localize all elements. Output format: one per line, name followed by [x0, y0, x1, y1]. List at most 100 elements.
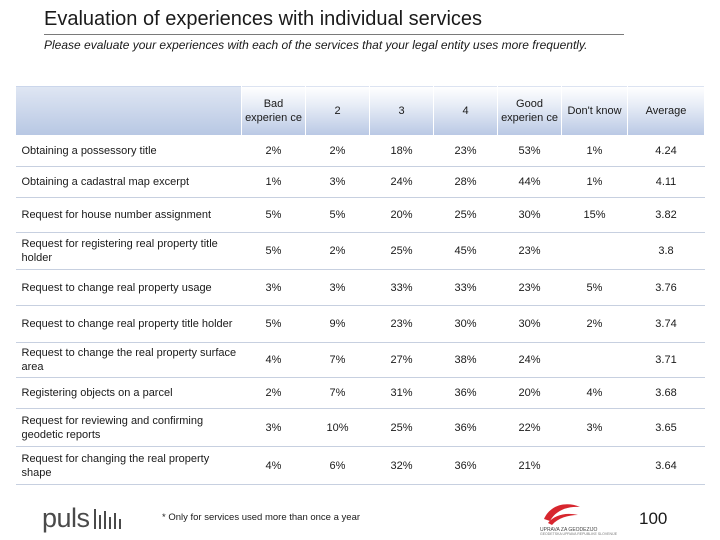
table-row: Request to change the real property surf… [15, 342, 705, 378]
cell-rating-3: 33% [369, 269, 434, 306]
header-3: 3 [369, 85, 434, 136]
cell-bad-experience: 4% [241, 446, 306, 485]
table-header-row: Bad experien ce 2 3 4 Good experien ce D… [15, 85, 705, 136]
cell-rating-4: 45% [433, 232, 498, 270]
cell-rating-3: 18% [369, 135, 434, 167]
cell-average: 3.71 [627, 342, 705, 378]
table-row: Obtaining a cadastral map excerpt 1% 3% 24%… [15, 166, 705, 198]
header-good-experience: Good experien ce [497, 85, 562, 136]
cell-dont-know: 5% [561, 269, 628, 306]
cell-bad-experience: 3% [241, 408, 306, 447]
geodetic-logo-subcaption: GEODETSKA UPRAVA REPUBLIKE SLOVENIJE [540, 532, 618, 536]
cell-rating-2: 3% [305, 166, 370, 198]
cell-average: 3.64 [627, 446, 705, 485]
cell-rating-4: 23% [433, 135, 498, 167]
cell-good-experience: 23% [497, 232, 562, 270]
cell-good-experience: 24% [497, 342, 562, 378]
cell-rating-4: 36% [433, 408, 498, 447]
cell-average: 4.11 [627, 166, 705, 198]
cell-average: 4.24 [627, 135, 705, 167]
cell-bad-experience: 5% [241, 197, 306, 233]
header-bad-experience: Bad experien ce [241, 85, 306, 136]
cell-bad-experience: 5% [241, 305, 306, 343]
cell-bad-experience: 3% [241, 269, 306, 306]
footnote: * Only for services used more than once … [162, 512, 361, 523]
cell-good-experience: 23% [497, 269, 562, 306]
cell-rating-4: 36% [433, 446, 498, 485]
cell-rating-3: 31% [369, 377, 434, 409]
service-label: Request for house number assignment [15, 197, 242, 233]
header-2: 2 [305, 85, 370, 136]
header-dont-know: Don't know [561, 85, 628, 136]
cell-dont-know: 3% [561, 408, 628, 447]
cell-dont-know: 1% [561, 166, 628, 198]
table-row: Request for changing the real property s… [15, 446, 705, 485]
cell-dont-know: 4% [561, 377, 628, 409]
cell-dont-know [561, 342, 628, 378]
table-row: Registering objects on a parcel 2% 7% 31% 36… [15, 377, 705, 409]
cell-rating-2: 5% [305, 197, 370, 233]
cell-rating-4: 36% [433, 377, 498, 409]
geodetic-administration-logo: UPRAVA ZA GEODEZIJO GEODETSKA UPRAVA REP… [540, 497, 617, 537]
cell-rating-2: 3% [305, 269, 370, 306]
cell-rating-2: 7% [305, 377, 370, 409]
service-label: Registering objects on a parcel [15, 377, 242, 409]
table-row: Obtaining a possessory title 2% 2% 18% 23% 53… [15, 135, 705, 167]
geodetic-logo-caption: UPRAVA ZA GEODEZIJO [540, 527, 598, 533]
cell-average: 3.65 [627, 408, 705, 447]
cell-rating-2: 9% [305, 305, 370, 343]
page-number: 100 [639, 509, 668, 528]
cell-bad-experience: 4% [241, 342, 306, 378]
header-average: Average [627, 85, 705, 136]
cell-average: 3.8 [627, 232, 705, 270]
services-evaluation-table: Bad experien ce 2 3 4 Good experien ce D… [15, 85, 705, 485]
puls-logo: puls [42, 500, 122, 532]
cell-dont-know: 2% [561, 305, 628, 343]
cell-rating-2: 6% [305, 446, 370, 485]
service-label: Request to change real property title ho… [15, 305, 242, 343]
cell-rating-3: 32% [369, 446, 434, 485]
header-corner [15, 85, 242, 136]
cell-rating-4: 30% [433, 305, 498, 343]
header-4: 4 [433, 85, 498, 136]
cell-rating-4: 28% [433, 166, 498, 198]
geodetic-emblem-icon [544, 504, 580, 525]
cell-rating-2: 2% [305, 232, 370, 270]
cell-good-experience: 53% [497, 135, 562, 167]
service-label: Request for changing the real property s… [15, 446, 242, 485]
cell-rating-3: 20% [369, 197, 434, 233]
cell-rating-2: 2% [305, 135, 370, 167]
service-label: Request to change the real property surf… [15, 342, 242, 378]
cell-rating-2: 7% [305, 342, 370, 378]
table-row: Request for house number assignment 5% 5% 2… [15, 197, 705, 233]
table-row: Request for reviewing and confirming geo… [15, 408, 705, 447]
slide-subtitle: Please evaluate your experiences with ea… [44, 38, 588, 52]
cell-rating-3: 25% [369, 408, 434, 447]
title-divider [44, 34, 624, 35]
cell-rating-3: 25% [369, 232, 434, 270]
service-label: Request for registering real property ti… [15, 232, 242, 270]
cell-average: 3.82 [627, 197, 705, 233]
cell-dont-know [561, 232, 628, 270]
table-row: Request to change real property usage 3% 3… [15, 269, 705, 306]
cell-dont-know: 15% [561, 197, 628, 233]
table-row: Request to change real property title ho… [15, 305, 705, 343]
cell-good-experience: 30% [497, 197, 562, 233]
cell-rating-2: 10% [305, 408, 370, 447]
table-row: Request for registering real property ti… [15, 232, 705, 270]
cell-average: 3.76 [627, 269, 705, 306]
cell-good-experience: 20% [497, 377, 562, 409]
service-label: Obtaining a cadastral map excerpt [15, 166, 242, 198]
cell-good-experience: 21% [497, 446, 562, 485]
cell-bad-experience: 5% [241, 232, 306, 270]
cell-bad-experience: 1% [241, 166, 306, 198]
slide-title: Evaluation of experiences with individua… [44, 8, 483, 30]
service-label: Request for reviewing and confirming geo… [15, 408, 242, 447]
cell-good-experience: 30% [497, 305, 562, 343]
cell-bad-experience: 2% [241, 135, 306, 167]
cell-good-experience: 44% [497, 166, 562, 198]
cell-rating-4: 33% [433, 269, 498, 306]
cell-rating-4: 38% [433, 342, 498, 378]
cell-rating-4: 25% [433, 197, 498, 233]
cell-rating-3: 24% [369, 166, 434, 198]
